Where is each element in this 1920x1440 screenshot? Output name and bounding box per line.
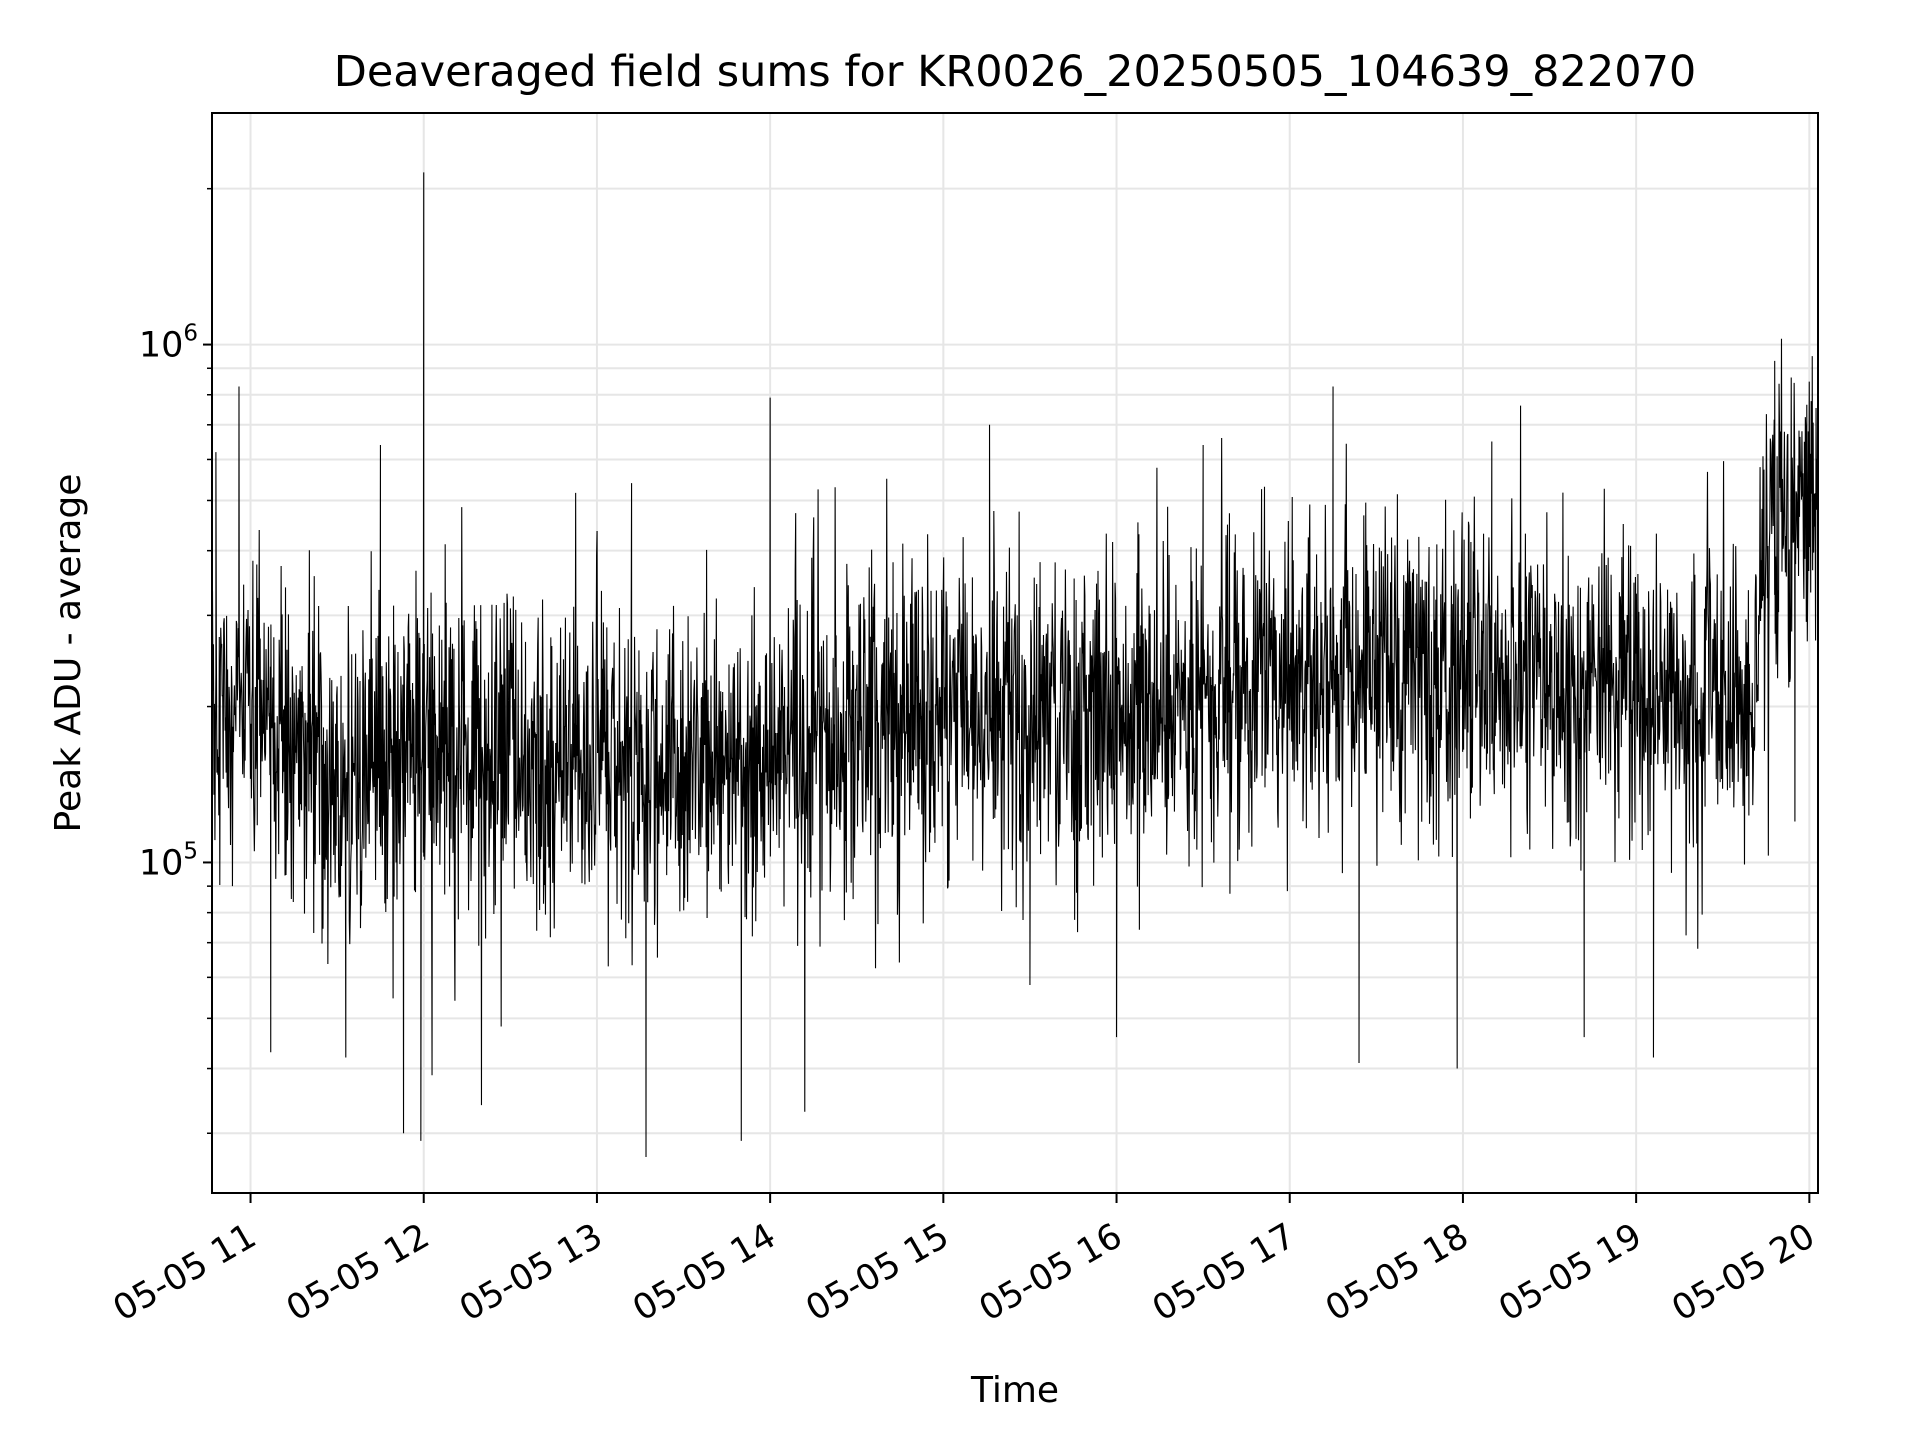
y-tick-label: 105 xyxy=(139,838,198,883)
series-line xyxy=(211,172,1819,1157)
y-axis: 105 106 xyxy=(139,187,212,1134)
plot-frame xyxy=(211,112,1819,1194)
y-axis-label: Peak ADU - average xyxy=(48,474,89,833)
x-axis-label: Time xyxy=(970,1370,1059,1411)
y-tick-label: 106 xyxy=(139,321,198,366)
chart-title: Deaveraged field sums for KR0026_2025050… xyxy=(334,47,1697,97)
series-layer xyxy=(211,172,1819,1157)
